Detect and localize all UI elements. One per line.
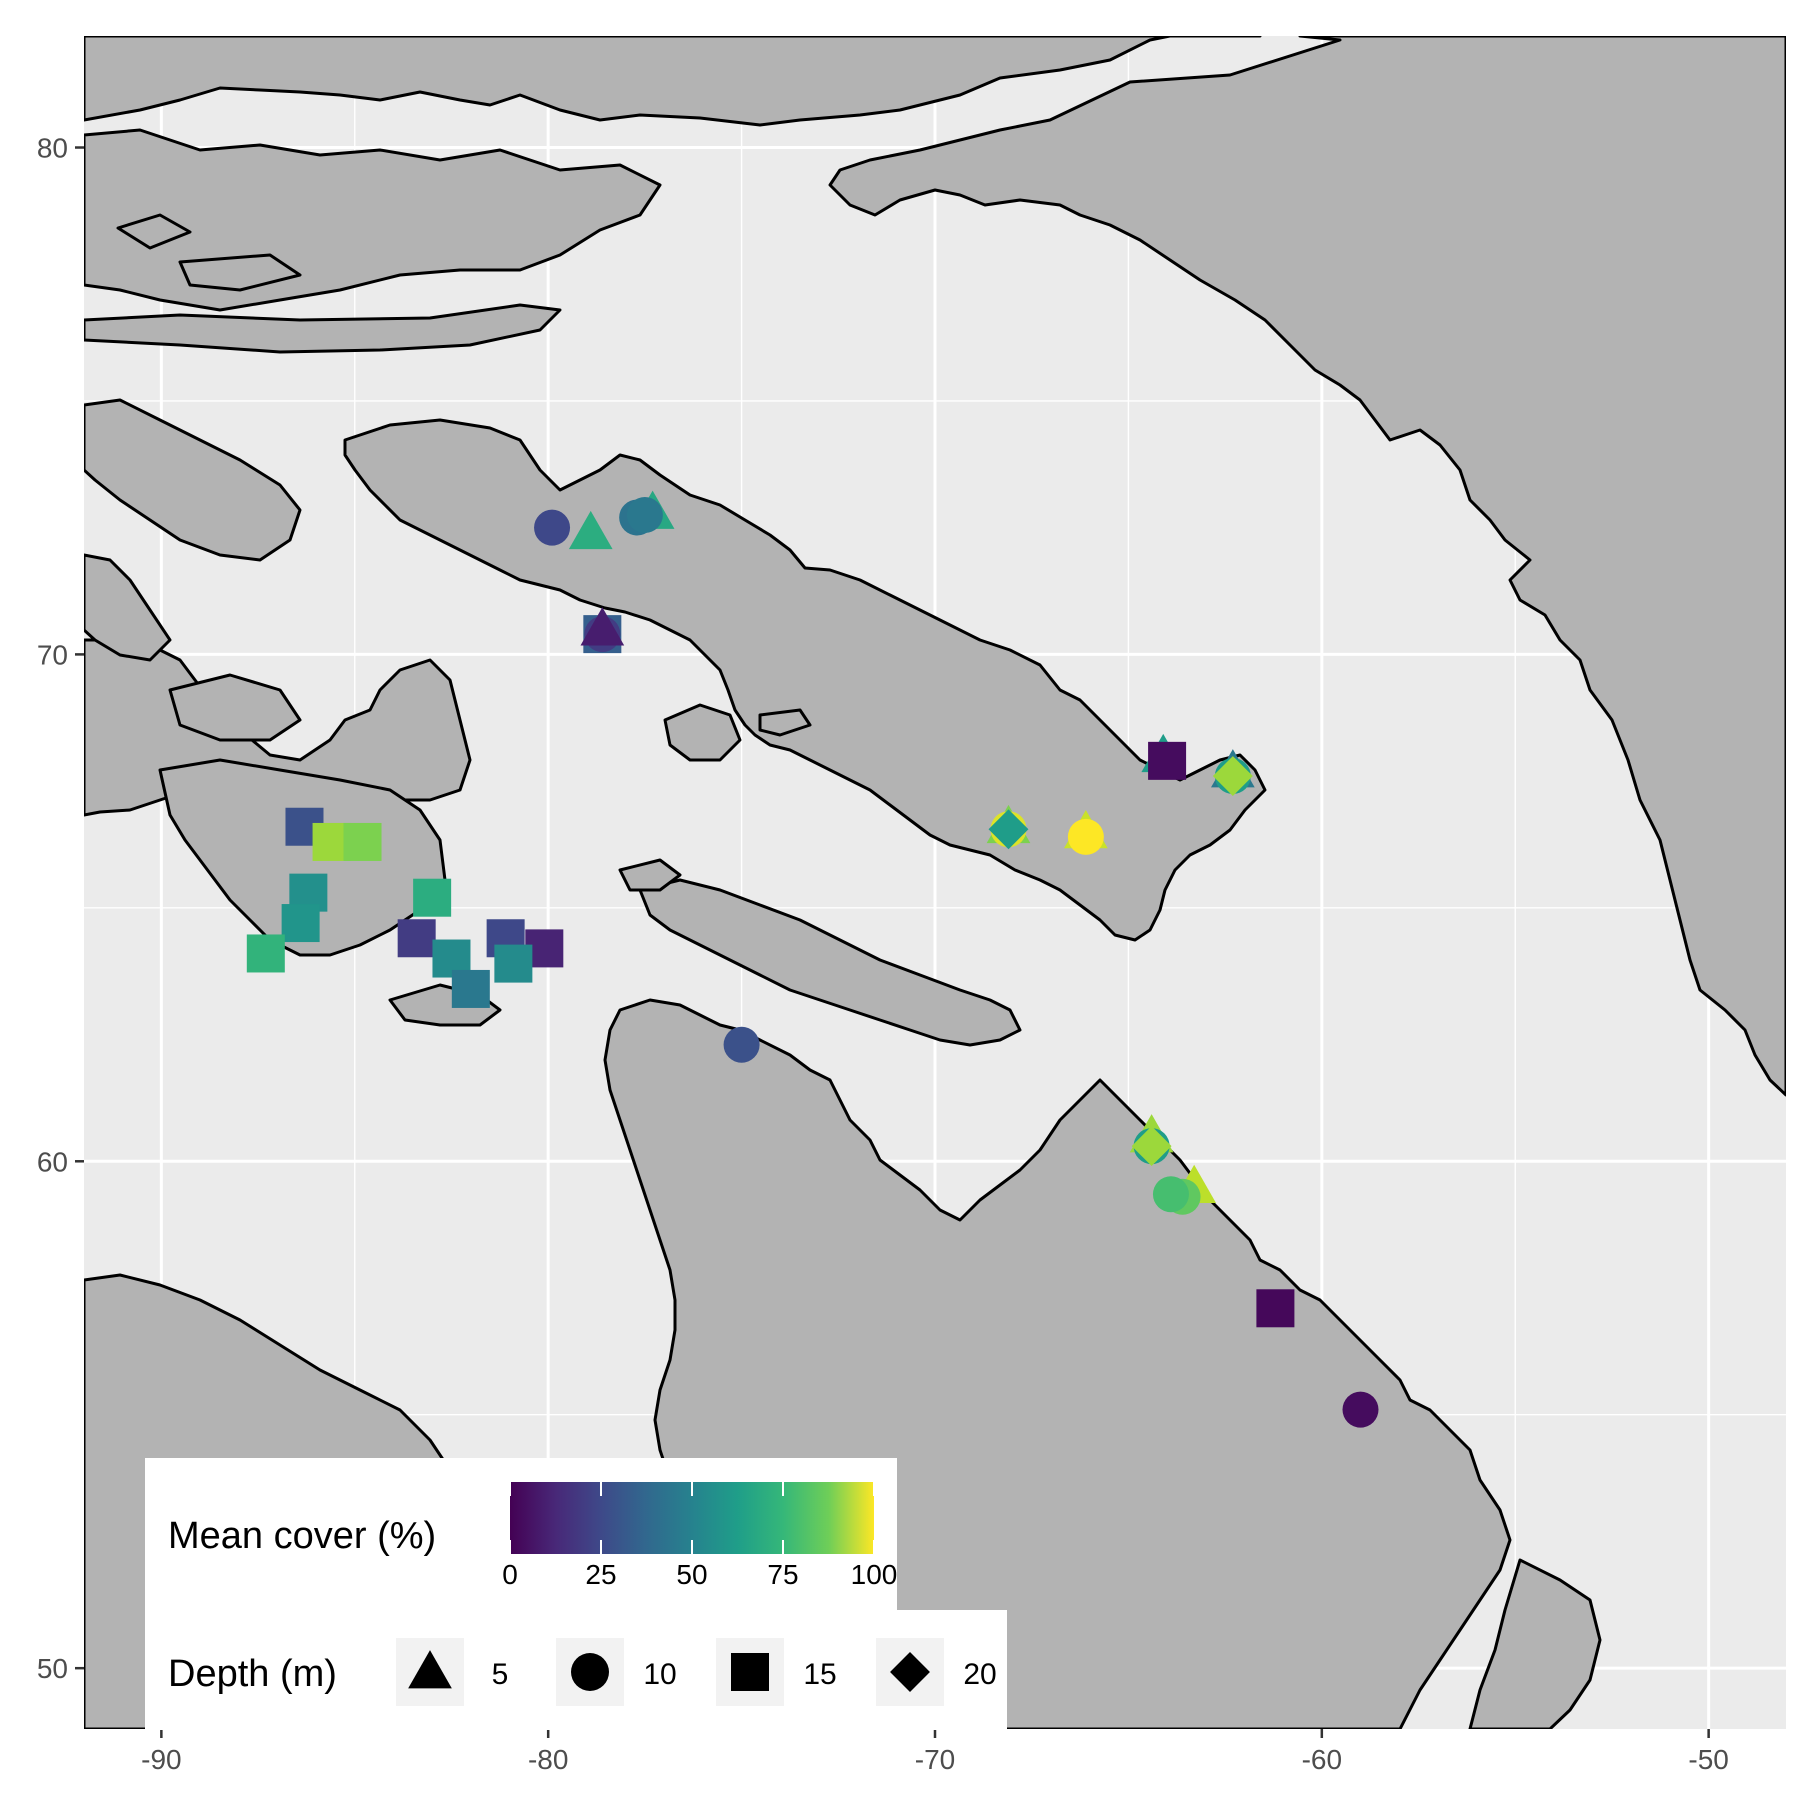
land-baffin — [343, 418, 1267, 942]
data-point-square — [494, 944, 533, 983]
data-point-square — [1148, 741, 1187, 780]
legend-color-title: Mean cover (%) — [168, 1515, 436, 1557]
land-nw-lobe — [84, 398, 302, 562]
x-tick-label: -90 — [141, 1744, 181, 1775]
x-tick-label: -70 — [915, 1744, 955, 1775]
y-tick-label: 80 — [37, 133, 68, 164]
legend-key-square — [731, 1653, 769, 1691]
y-tick-label: 60 — [37, 1146, 68, 1177]
land-baffin-south — [638, 878, 1022, 1047]
land-islet-1 — [116, 213, 192, 250]
legend-key-circle — [571, 1653, 609, 1691]
data-point-circle — [1152, 1176, 1189, 1213]
data-point-circle — [626, 497, 663, 534]
legend-colorbar-ticks: 0 25 50 75 100 — [502, 1482, 897, 1590]
legend-key-label: 20 — [963, 1658, 996, 1691]
land-prince-charles — [663, 703, 742, 762]
land-brodeur — [168, 673, 302, 742]
land-foxe-islet-1 — [758, 708, 812, 737]
data-point-square — [343, 822, 382, 861]
data-point-circle — [534, 509, 571, 546]
data-point-square — [397, 919, 436, 958]
legend-key-label: 15 — [803, 1658, 836, 1691]
data-point-square — [413, 878, 452, 917]
land-southampton — [158, 758, 447, 957]
colorbar-tick-label: 0 — [502, 1559, 518, 1590]
data-point-triangle — [568, 510, 613, 550]
legend-key-label: 10 — [643, 1658, 676, 1691]
land-ellesmere — [84, 36, 1262, 127]
legend-shape-entries: 5 10 15 20 — [396, 1638, 997, 1706]
data-point-square — [1256, 1289, 1295, 1328]
data-point-circle — [723, 1026, 760, 1063]
land-strip — [84, 303, 562, 354]
colorbar-tick-label: 50 — [676, 1559, 707, 1590]
land-greenland — [828, 36, 1786, 1097]
x-tick-label: -80 — [528, 1744, 568, 1775]
legend-shape-title: Depth (m) — [168, 1653, 337, 1695]
data-point-triangle — [580, 607, 625, 646]
points-layer — [246, 490, 1379, 1428]
x-tick-label: -50 — [1688, 1744, 1728, 1775]
land-boothia — [84, 553, 172, 662]
data-point-circle — [1067, 818, 1104, 855]
legend-key-triangle — [408, 1650, 452, 1689]
data-point-diamond — [988, 809, 1029, 850]
colorbar-tick-label: 25 — [585, 1559, 616, 1590]
colorbar-tick-label: 75 — [767, 1559, 798, 1590]
legend: Mean cover (%) 0 25 50 75 100 Depth (m) 5 10 1… — [145, 1458, 1007, 1730]
data-point-diamond — [1131, 1126, 1172, 1167]
data-point-circle — [1342, 1391, 1379, 1428]
x-tick-label: -60 — [1302, 1744, 1342, 1775]
data-point-square — [246, 934, 285, 973]
data-point-square — [281, 904, 320, 943]
legend-key-diamond — [890, 1652, 930, 1692]
y-tick-label: 50 — [37, 1653, 68, 1684]
legend-key-label: 5 — [492, 1658, 509, 1691]
data-point-square — [451, 969, 490, 1008]
y-tick-label: 70 — [37, 639, 68, 670]
land-foxe-islet-2 — [618, 858, 682, 892]
land-islet-2 — [178, 253, 302, 292]
land-newfoundland — [1468, 1558, 1602, 1729]
colorbar-tick-label: 100 — [851, 1559, 898, 1590]
data-point-diamond — [1212, 756, 1253, 797]
